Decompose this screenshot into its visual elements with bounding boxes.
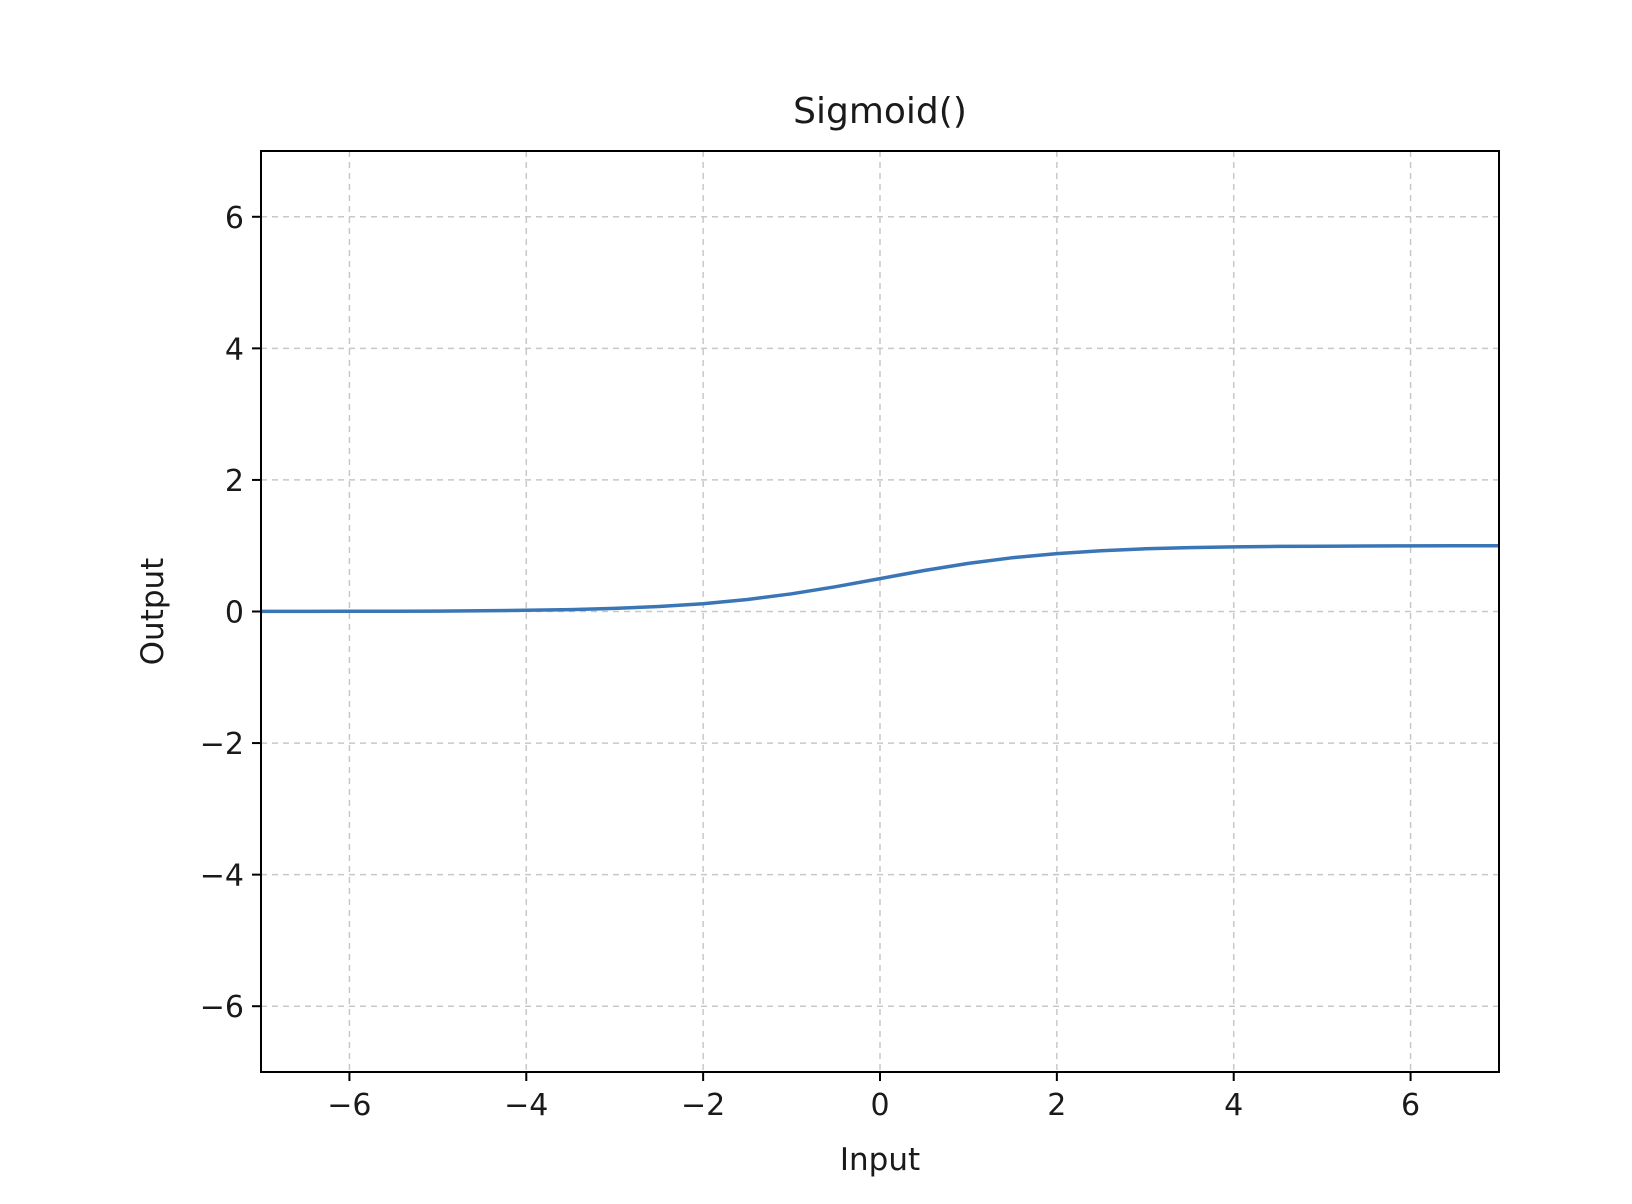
y-tick-label: 6 (225, 201, 244, 236)
x-tick-label: −6 (327, 1088, 371, 1123)
y-tick-label: 4 (225, 332, 244, 367)
x-tick-label: 0 (870, 1088, 889, 1123)
y-tick-label: −6 (200, 990, 244, 1025)
x-tick-label: −4 (504, 1088, 548, 1123)
chart-title: Sigmoid() (793, 91, 967, 132)
x-tick-label: −2 (681, 1088, 725, 1123)
series-line (261, 544, 1499, 614)
grid (261, 151, 1499, 1072)
y-tick-label: −2 (200, 727, 244, 762)
y-axis-label: Output (135, 558, 171, 666)
y-tick-label: −4 (200, 859, 244, 894)
x-tick-label: 2 (1047, 1088, 1066, 1123)
x-tick-label: 4 (1224, 1088, 1243, 1123)
y-tick-label: 0 (225, 596, 244, 631)
x-axis-label: Input (840, 1142, 920, 1178)
ticks: −6 −4 −2 0 2 4 6 −6 −4 −2 0 2 4 6 (200, 201, 1420, 1123)
x-tick-label: 6 (1401, 1088, 1420, 1123)
series-lines (261, 544, 1499, 614)
y-tick-label: 2 (225, 464, 244, 499)
